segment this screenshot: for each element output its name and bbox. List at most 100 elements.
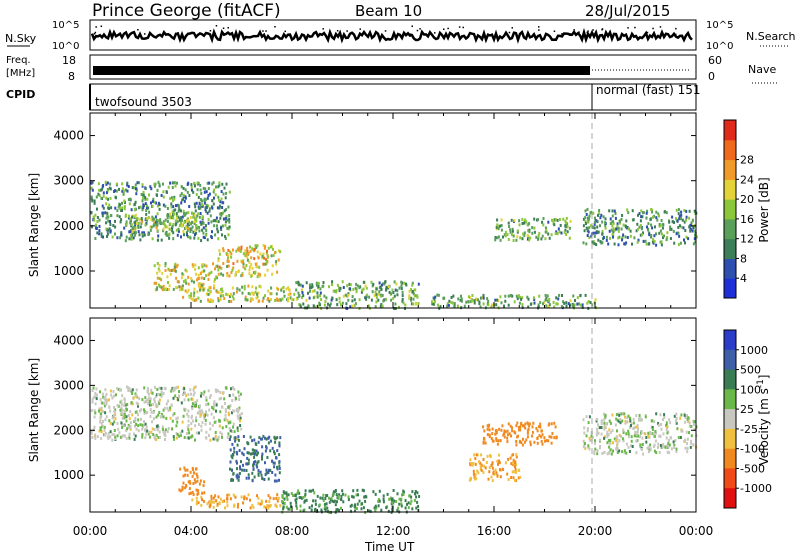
data-cell [193,287,196,291]
data-cell [663,413,666,417]
data-cell [410,296,412,300]
data-cell [145,411,148,415]
data-cell [557,227,560,231]
data-cell [607,439,610,442]
data-cell [599,216,602,220]
data-cell [180,185,183,189]
data-cell [657,212,660,216]
data-cell [684,439,687,443]
data-cell [404,506,407,510]
data-cell [301,496,303,500]
data-cell [184,407,187,411]
data-cell [222,391,225,394]
data-cell [646,209,649,213]
data-cell [222,247,225,251]
data-cell [94,436,97,440]
data-cell [658,451,661,454]
data-cell [600,213,603,217]
data-cell [141,231,144,235]
data-cell [382,497,385,501]
data-cell [239,416,242,420]
data-cell [334,489,337,492]
data-cell [140,193,143,196]
data-cell [155,287,158,291]
data-cell [416,500,419,504]
data-cell [221,289,224,293]
data-cell [232,262,235,266]
data-cell [169,272,172,276]
data-cell [554,425,557,429]
data-cell [622,428,625,432]
data-cell [548,435,551,439]
y-tick-label: 4000 [53,333,84,347]
data-cell [126,403,129,406]
data-cell [646,446,649,450]
data-cell [443,296,446,300]
data-cell [108,419,111,423]
data-cell [178,285,181,289]
data-cell [605,235,608,239]
data-cell [308,283,311,287]
data-cell [545,228,548,232]
data-cell [318,301,321,305]
data-cell [375,287,378,291]
data-cell [528,422,531,426]
data-cell [506,433,509,437]
data-cell [292,494,295,497]
data-cell [606,435,609,439]
data-cell [144,223,147,227]
data-cell [246,249,249,253]
data-cell [629,416,632,420]
data-cell [409,502,412,506]
data-cell [539,422,542,426]
data-cell [172,209,175,213]
data-cell [161,427,164,431]
data-cell [518,294,520,298]
data-cell [143,386,146,390]
noise-dot [553,30,556,32]
data-cell [181,488,184,492]
data-cell [328,500,331,504]
data-cell [436,293,439,297]
data-cell [214,420,217,424]
data-cell [245,476,248,480]
noise-dot [586,31,588,34]
data-cell [369,509,372,513]
data-cell [131,233,134,237]
data-cell [193,478,196,482]
data-cell [670,227,673,231]
data-cell [141,234,144,238]
data-cell [692,419,695,423]
data-cell [511,233,513,237]
data-cell [677,436,680,440]
data-cell [275,260,278,264]
data-cell [375,506,378,510]
data-cell [207,298,210,302]
data-cell [474,457,477,461]
data-cell [414,490,417,493]
data-cell [127,185,130,188]
data-cell [116,404,119,407]
data-cell [532,296,535,300]
data-cell [319,294,321,298]
data-cell [282,507,285,511]
data-cell [137,404,139,408]
data-cell [523,231,526,235]
data-cell [156,189,159,193]
data-cell [650,234,653,237]
data-cell [150,201,152,205]
data-cell [126,183,129,187]
data-cell [524,218,527,222]
noise-dot [587,30,589,32]
data-cell [193,291,196,295]
data-cell [248,260,251,264]
data-cell [264,461,266,465]
data-cell [684,415,687,419]
data-cell [239,467,242,471]
data-cell [555,302,558,306]
data-cell [537,305,540,309]
data-cell [213,500,215,504]
data-cell [173,195,176,199]
data-cell [265,262,268,266]
data-cell [244,295,247,299]
